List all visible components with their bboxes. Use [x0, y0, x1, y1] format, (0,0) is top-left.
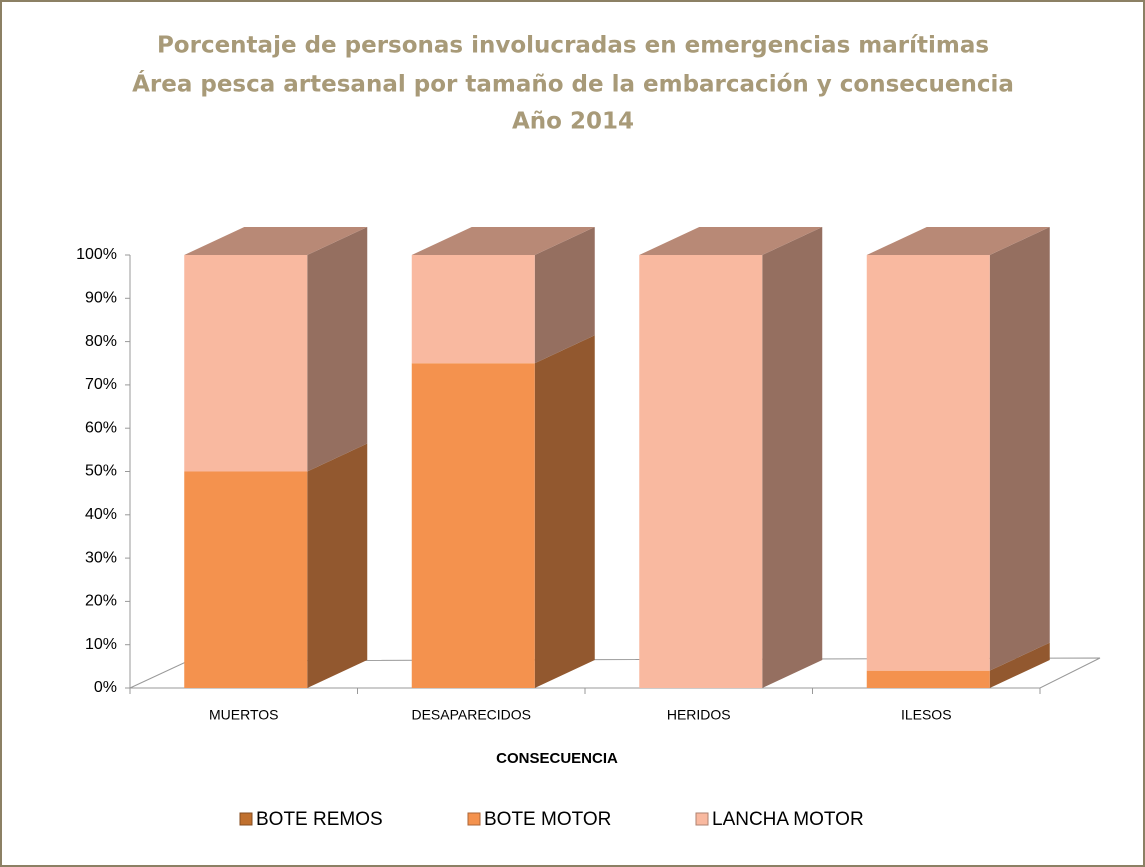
chart-title: Año 2014	[512, 109, 634, 135]
legend-label: BOTE REMOS	[256, 809, 383, 830]
bar	[411, 363, 535, 688]
y-tick-label: 40%	[85, 506, 117, 523]
x-tick-label: HERIDOS	[667, 707, 731, 723]
x-tick-label: MUERTOS	[209, 707, 279, 723]
y-tick-label: 10%	[85, 636, 117, 653]
bar-top	[184, 227, 368, 255]
y-tick-label: 20%	[85, 593, 117, 610]
bar-side	[534, 335, 595, 688]
bar-side	[762, 227, 823, 688]
bar	[866, 670, 990, 688]
bar-top	[639, 227, 823, 255]
y-tick-label: 70%	[85, 376, 117, 393]
bar	[639, 255, 763, 688]
bar-side	[989, 642, 1050, 688]
legend-label: LANCHA MOTOR	[712, 809, 864, 830]
x-tick-label: ILESOS	[901, 707, 952, 723]
y-tick-label: 80%	[85, 333, 117, 350]
y-tick-label: 30%	[85, 549, 117, 566]
bar	[411, 255, 535, 364]
bar-side	[307, 443, 368, 688]
legend-marker	[695, 812, 709, 826]
bar-side	[989, 227, 1050, 671]
bar	[184, 255, 308, 472]
bar-side	[307, 227, 368, 472]
legend-label: BOTE MOTOR	[484, 809, 611, 830]
x-axis-title: CONSECUENCIA	[496, 750, 618, 767]
y-tick-label: 100%	[76, 246, 117, 263]
bar-side	[534, 227, 595, 364]
y-tick-label: 60%	[85, 419, 117, 436]
x-tick-label: DESAPARECIDOS	[411, 707, 531, 723]
y-tick-label: 0%	[94, 679, 117, 696]
bar-top	[411, 227, 595, 255]
legend-marker	[467, 812, 481, 826]
y-tick-label: 50%	[85, 463, 117, 480]
bar	[866, 255, 990, 671]
chart-title: Área pesca artesanal por tamaño de la em…	[132, 70, 1014, 98]
legend-marker	[239, 812, 253, 826]
bar	[184, 471, 308, 688]
bar-top	[866, 227, 1050, 255]
chart-title: Porcentaje de personas involucradas en e…	[157, 33, 989, 59]
y-tick-label: 90%	[85, 290, 117, 307]
